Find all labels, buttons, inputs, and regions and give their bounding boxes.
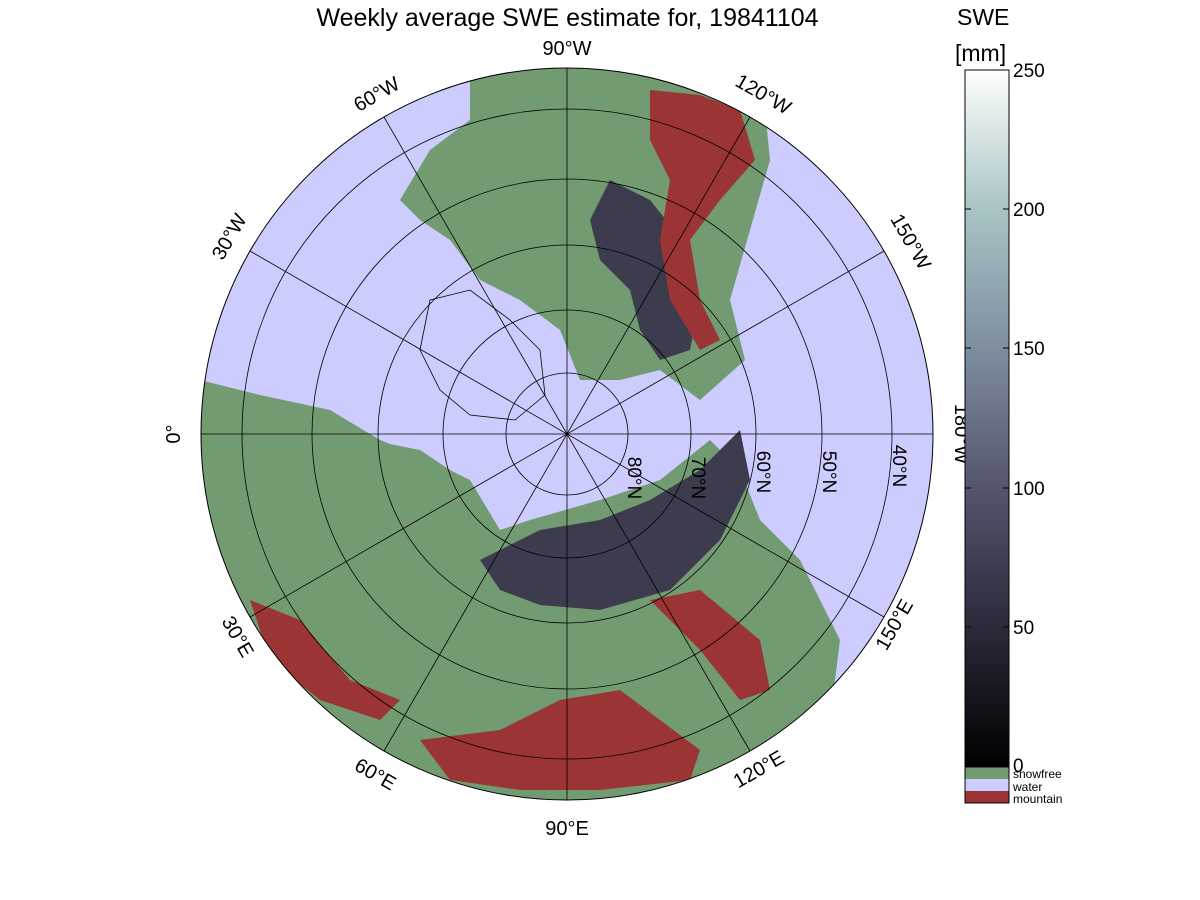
colorbar-tick-0: 0	[1013, 756, 1024, 777]
lon-label-60e: 60°E	[351, 754, 400, 795]
legend-label-water: water	[1012, 780, 1042, 794]
lat-label-80n: 80°N	[623, 457, 644, 499]
lon-label-90w: 90°W	[542, 38, 591, 60]
land-layer	[201, 68, 840, 800]
mountain-europe	[250, 600, 400, 720]
legend-labels: snowfree water mountain	[1012, 767, 1062, 806]
legend-label-mountain: mountain	[1013, 792, 1062, 806]
legend-label-snowfree: snowfree	[1013, 767, 1062, 781]
colorbar-tick-200: 200	[1013, 200, 1045, 221]
lat-label-40n: 40°N	[888, 445, 909, 487]
colorbar-gradient	[964, 69, 1010, 768]
mountain-rockies	[650, 90, 755, 350]
lat-label-50n: 50°N	[818, 451, 839, 493]
map-title: Weekly average SWE estimate for, 1984110…	[316, 4, 819, 32]
legend-swatch-mountain	[965, 791, 1009, 803]
latitude-labels: 80°N 70°N 60°N 50°N 40°N	[623, 445, 909, 499]
meridian-grid	[201, 68, 933, 800]
colorbar-ticks	[965, 69, 1009, 628]
colorbar-title: SWE	[957, 4, 1010, 30]
colorbar-tick-100: 100	[1013, 479, 1045, 500]
scandinavia-land	[360, 440, 450, 500]
legend-swatch-water	[965, 779, 1009, 791]
lat-label-70n: 70°N	[687, 457, 708, 499]
legend-frame	[964, 766, 1010, 804]
lat-label-60n: 60°N	[752, 451, 773, 493]
map-boundary	[200, 67, 934, 801]
greenland	[419, 289, 546, 421]
colorbar-tick-50: 50	[1013, 618, 1034, 639]
snow-canada	[590, 180, 700, 360]
colorbar-tick-150: 150	[1013, 339, 1045, 360]
colorbar-tick-250: 250	[1013, 61, 1045, 82]
lon-label-30w: 30°W	[208, 210, 252, 264]
legend-swatch-snowfree	[965, 767, 1009, 779]
lon-label-90e: 90°E	[545, 818, 589, 840]
lon-label-0: 0°	[163, 424, 185, 443]
mountain-central-asia	[420, 690, 700, 790]
snow-siberia	[480, 430, 750, 610]
colorbar-tick-labels: 250 200 150 100 50 0	[1013, 61, 1045, 777]
lon-label-150w: 150°W	[886, 210, 935, 273]
colorbar-unit: [mm]	[955, 40, 1007, 66]
